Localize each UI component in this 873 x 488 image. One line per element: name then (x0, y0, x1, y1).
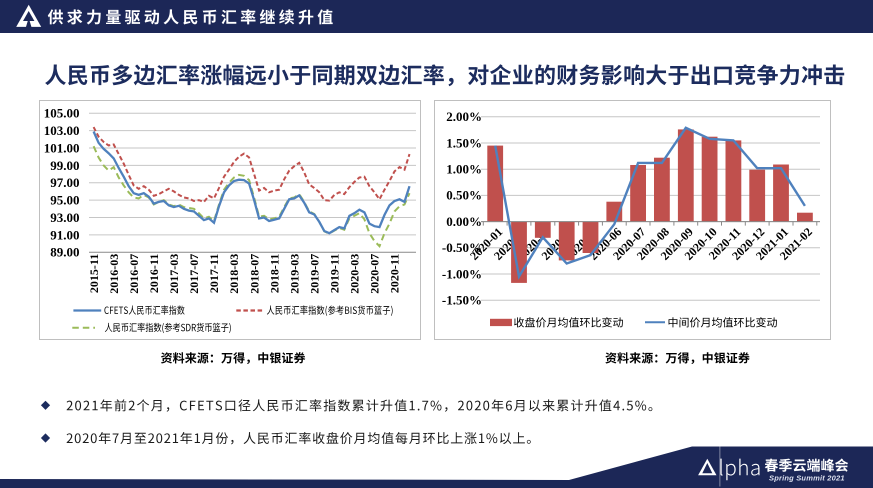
svg-text:95.00: 95.00 (50, 193, 79, 208)
svg-text:0.50%: 0.50% (446, 188, 482, 203)
svg-text:2016-03: 2016-03 (107, 254, 121, 294)
svg-text:2019-07: 2019-07 (308, 254, 322, 294)
svg-text:91.00: 91.00 (50, 227, 79, 242)
svg-text:2020-07: 2020-07 (368, 254, 382, 294)
svg-text:-1.00%: -1.00% (442, 266, 482, 281)
svg-text:2016-07: 2016-07 (127, 254, 141, 294)
svg-text:2016-11: 2016-11 (147, 254, 161, 293)
svg-text:2017-03: 2017-03 (167, 254, 181, 294)
svg-text:99.00: 99.00 (50, 158, 79, 173)
svg-text:2018-11: 2018-11 (267, 254, 281, 293)
svg-text:0.00%: 0.00% (446, 214, 482, 229)
svg-text:2015-11: 2015-11 (87, 254, 101, 293)
svg-text:93.00: 93.00 (50, 210, 79, 225)
svg-text:1.50%: 1.50% (446, 135, 482, 150)
svg-text:Spring Summit 2021: Spring Summit 2021 (769, 474, 845, 483)
svg-text:1.00%: 1.00% (446, 162, 482, 177)
svg-text:2019-11: 2019-11 (328, 254, 342, 293)
svg-text:89.00: 89.00 (50, 245, 79, 260)
svg-text:2018-07: 2018-07 (247, 254, 261, 294)
svg-text:2017-07: 2017-07 (187, 254, 201, 294)
svg-text:2020-03: 2020-03 (348, 254, 362, 294)
svg-text:97.00: 97.00 (50, 175, 79, 190)
svg-text:2.00%: 2.00% (446, 109, 482, 124)
svg-text:-0.50%: -0.50% (442, 240, 482, 255)
svg-text:101.00: 101.00 (44, 140, 80, 155)
svg-text:2017-11: 2017-11 (207, 254, 221, 293)
svg-text:-1.50%: -1.50% (442, 293, 482, 308)
svg-text:2020-11: 2020-11 (388, 254, 402, 293)
svg-text:2019-03: 2019-03 (287, 254, 301, 294)
svg-text:105.00: 105.00 (44, 106, 80, 121)
svg-text:2018-03: 2018-03 (227, 254, 241, 294)
svg-text:103.00: 103.00 (44, 123, 80, 138)
